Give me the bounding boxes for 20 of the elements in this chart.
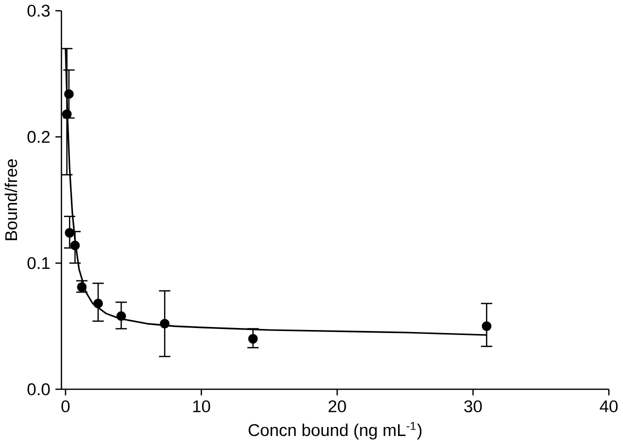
point <box>70 240 80 250</box>
x-axis-title: Concn bound (ng mL$^{-1}$) <box>248 422 422 440</box>
x-tick-label: 30 <box>464 400 482 412</box>
point <box>248 334 258 344</box>
x-tick-label: 40 <box>600 400 618 412</box>
y-axis-title: Bound/free <box>4 159 18 240</box>
point <box>93 298 103 308</box>
y-tick-label: 0.0 <box>28 383 50 396</box>
point <box>482 321 492 331</box>
x-tick-label: 20 <box>328 400 346 412</box>
point <box>64 89 74 99</box>
x-tick-label: 0 <box>61 400 70 412</box>
x-tick-label: 10 <box>193 400 210 412</box>
point <box>64 228 74 238</box>
y-tick-label: 0.2 <box>28 130 50 143</box>
point <box>62 109 72 119</box>
point <box>160 318 170 328</box>
y-tick-label: 0.3 <box>28 4 50 17</box>
point <box>116 311 126 321</box>
y-tick-label: 0.1 <box>28 257 50 270</box>
